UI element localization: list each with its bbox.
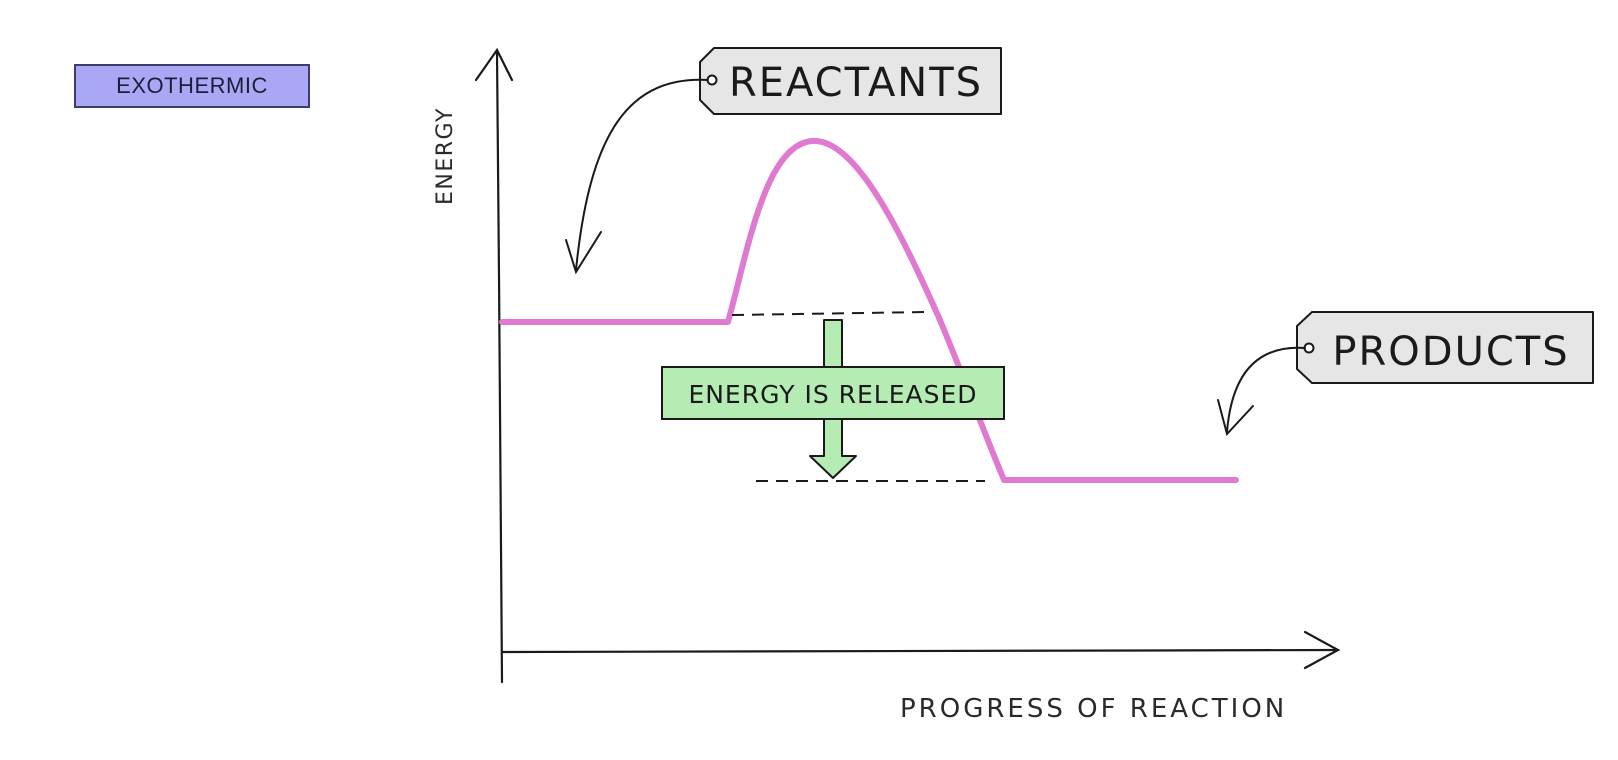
x-axis-label: PROGRESS OF REACTION <box>900 694 1287 724</box>
y-axis <box>474 47 514 684</box>
products-pointer-arrow <box>1217 346 1306 437</box>
reactants-label: REACTANTS <box>729 60 983 106</box>
products-tag: PRODUCTS <box>1296 311 1594 384</box>
reaction-type-badge: EXOTHERMIC <box>74 64 310 108</box>
energy-curve <box>499 137 1239 483</box>
energy-released-box: ENERGY IS RELEASED <box>661 366 1005 420</box>
reactants-tag: REACTANTS <box>699 47 1002 115</box>
reactant-energy-level-line <box>731 311 926 316</box>
x-axis <box>500 630 1341 670</box>
products-label: PRODUCTS <box>1332 329 1569 375</box>
energy-released-label: ENERGY IS RELEASED <box>688 380 977 409</box>
y-axis-label: ENERGY <box>433 107 458 205</box>
reactants-pointer-arrow <box>565 78 709 275</box>
